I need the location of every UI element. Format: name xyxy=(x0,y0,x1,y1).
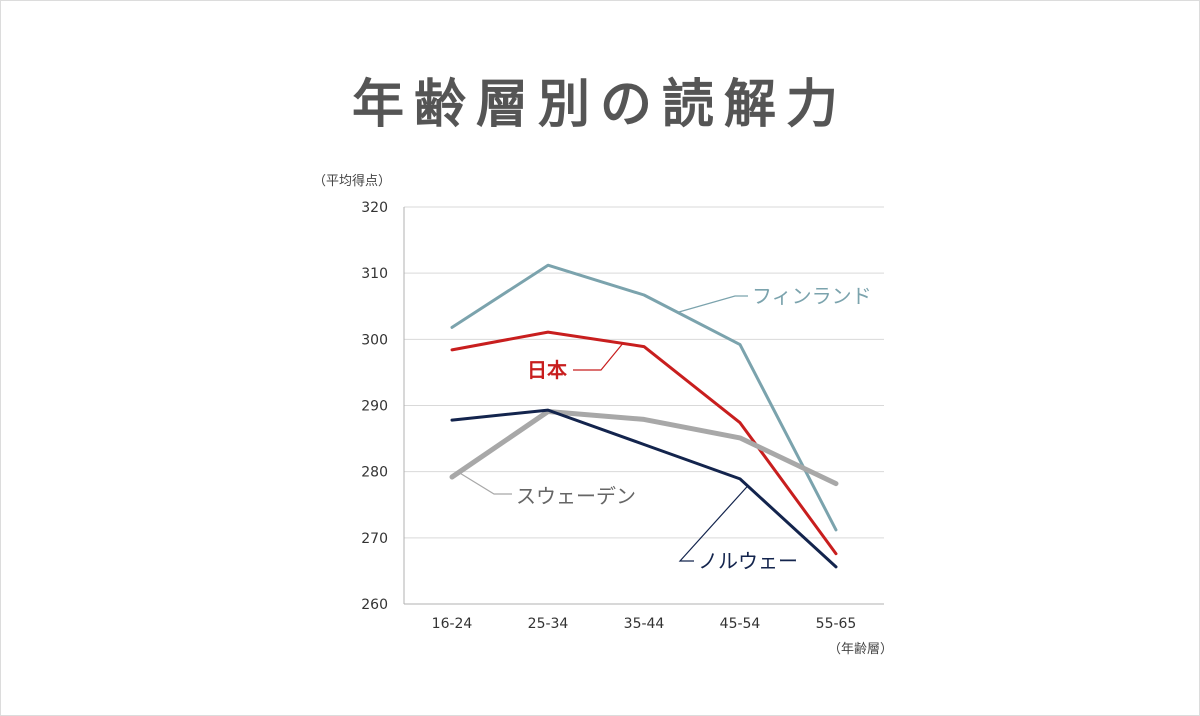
chart-title: 年齢層別の読解力 xyxy=(351,75,848,135)
series-label-finland: フィンランド xyxy=(752,284,872,308)
series-line-japan xyxy=(450,330,838,556)
leader-line-norway xyxy=(678,485,749,562)
y-tick-label-310: 310 xyxy=(361,266,388,282)
y-tick-label-300: 300 xyxy=(361,332,388,348)
y-tick-label-320: 320 xyxy=(361,200,388,216)
x-tick-label-35-44: 35-44 xyxy=(624,616,665,632)
series-label-sweden: スウェーデン xyxy=(516,484,636,508)
y-axis-title: （平均得点） xyxy=(313,173,391,189)
y-tick-label-290: 290 xyxy=(361,399,388,415)
x-tick-label-55-65: 55-65 xyxy=(816,616,857,632)
series-line-norway xyxy=(450,408,838,569)
series-label-norway: ノルウェー xyxy=(698,549,798,573)
y-tick-label-280: 280 xyxy=(361,465,388,481)
x-tick-label-25-34: 25-34 xyxy=(528,616,569,632)
y-tick-label-260: 260 xyxy=(361,597,388,613)
leader-line-japan xyxy=(573,343,624,371)
x-tick-label-45-54: 45-54 xyxy=(720,616,761,632)
series-line-sweden xyxy=(449,409,839,487)
series-line-finland xyxy=(450,263,838,532)
leader-line-finland xyxy=(677,295,748,313)
series-label-japan: 日本 xyxy=(527,358,567,382)
y-tick-label-270: 270 xyxy=(361,531,388,547)
x-axis-title: （年齢層） xyxy=(828,642,893,657)
x-tick-label-16-24: 16-24 xyxy=(432,616,473,632)
leader-line-sweden xyxy=(458,471,512,495)
